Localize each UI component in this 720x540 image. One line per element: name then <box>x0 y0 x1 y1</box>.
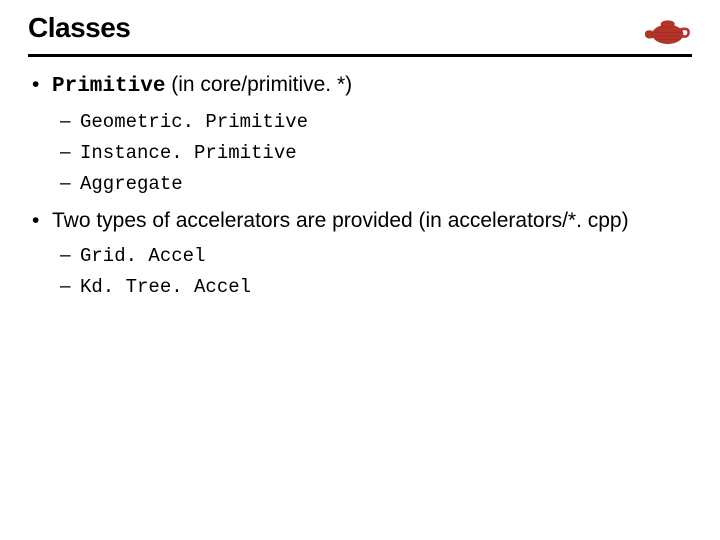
bullet-item: Primitive (in core/primitive. *) Geometr… <box>30 71 692 197</box>
sub-bullet-item: Geometric. Primitive <box>52 109 692 136</box>
sub-bullet-list: Grid. Accel Kd. Tree. Accel <box>52 243 692 300</box>
sub-bullet-list: Geometric. Primitive Instance. Primitive… <box>52 109 692 197</box>
sub-bullet-item: Grid. Accel <box>52 243 692 270</box>
bullet-text: Two types of accelerators are provided (… <box>52 209 629 232</box>
bullet-text-mono: Primitive <box>52 75 165 98</box>
bullet-item: Two types of accelerators are provided (… <box>30 207 692 301</box>
bullet-text-suffix: (in core/primitive. *) <box>165 73 352 96</box>
slide-container: Classes Primitive (in core/primitive. *) <box>0 0 720 301</box>
sub-bullet-item: Kd. Tree. Accel <box>52 274 692 301</box>
slide-title: Classes <box>28 12 130 44</box>
teapot-logo-icon <box>640 12 692 48</box>
sub-bullet-text: Aggregate <box>80 173 183 195</box>
sub-bullet-item: Instance. Primitive <box>52 140 692 167</box>
bullet-list: Primitive (in core/primitive. *) Geometr… <box>30 71 692 301</box>
slide-content: Primitive (in core/primitive. *) Geometr… <box>28 71 692 301</box>
sub-bullet-text: Instance. Primitive <box>80 142 297 164</box>
slide-header: Classes <box>28 12 692 57</box>
sub-bullet-text: Grid. Accel <box>80 245 205 267</box>
sub-bullet-item: Aggregate <box>52 171 692 198</box>
sub-bullet-text: Kd. Tree. Accel <box>80 276 251 298</box>
sub-bullet-text: Geometric. Primitive <box>80 111 308 133</box>
